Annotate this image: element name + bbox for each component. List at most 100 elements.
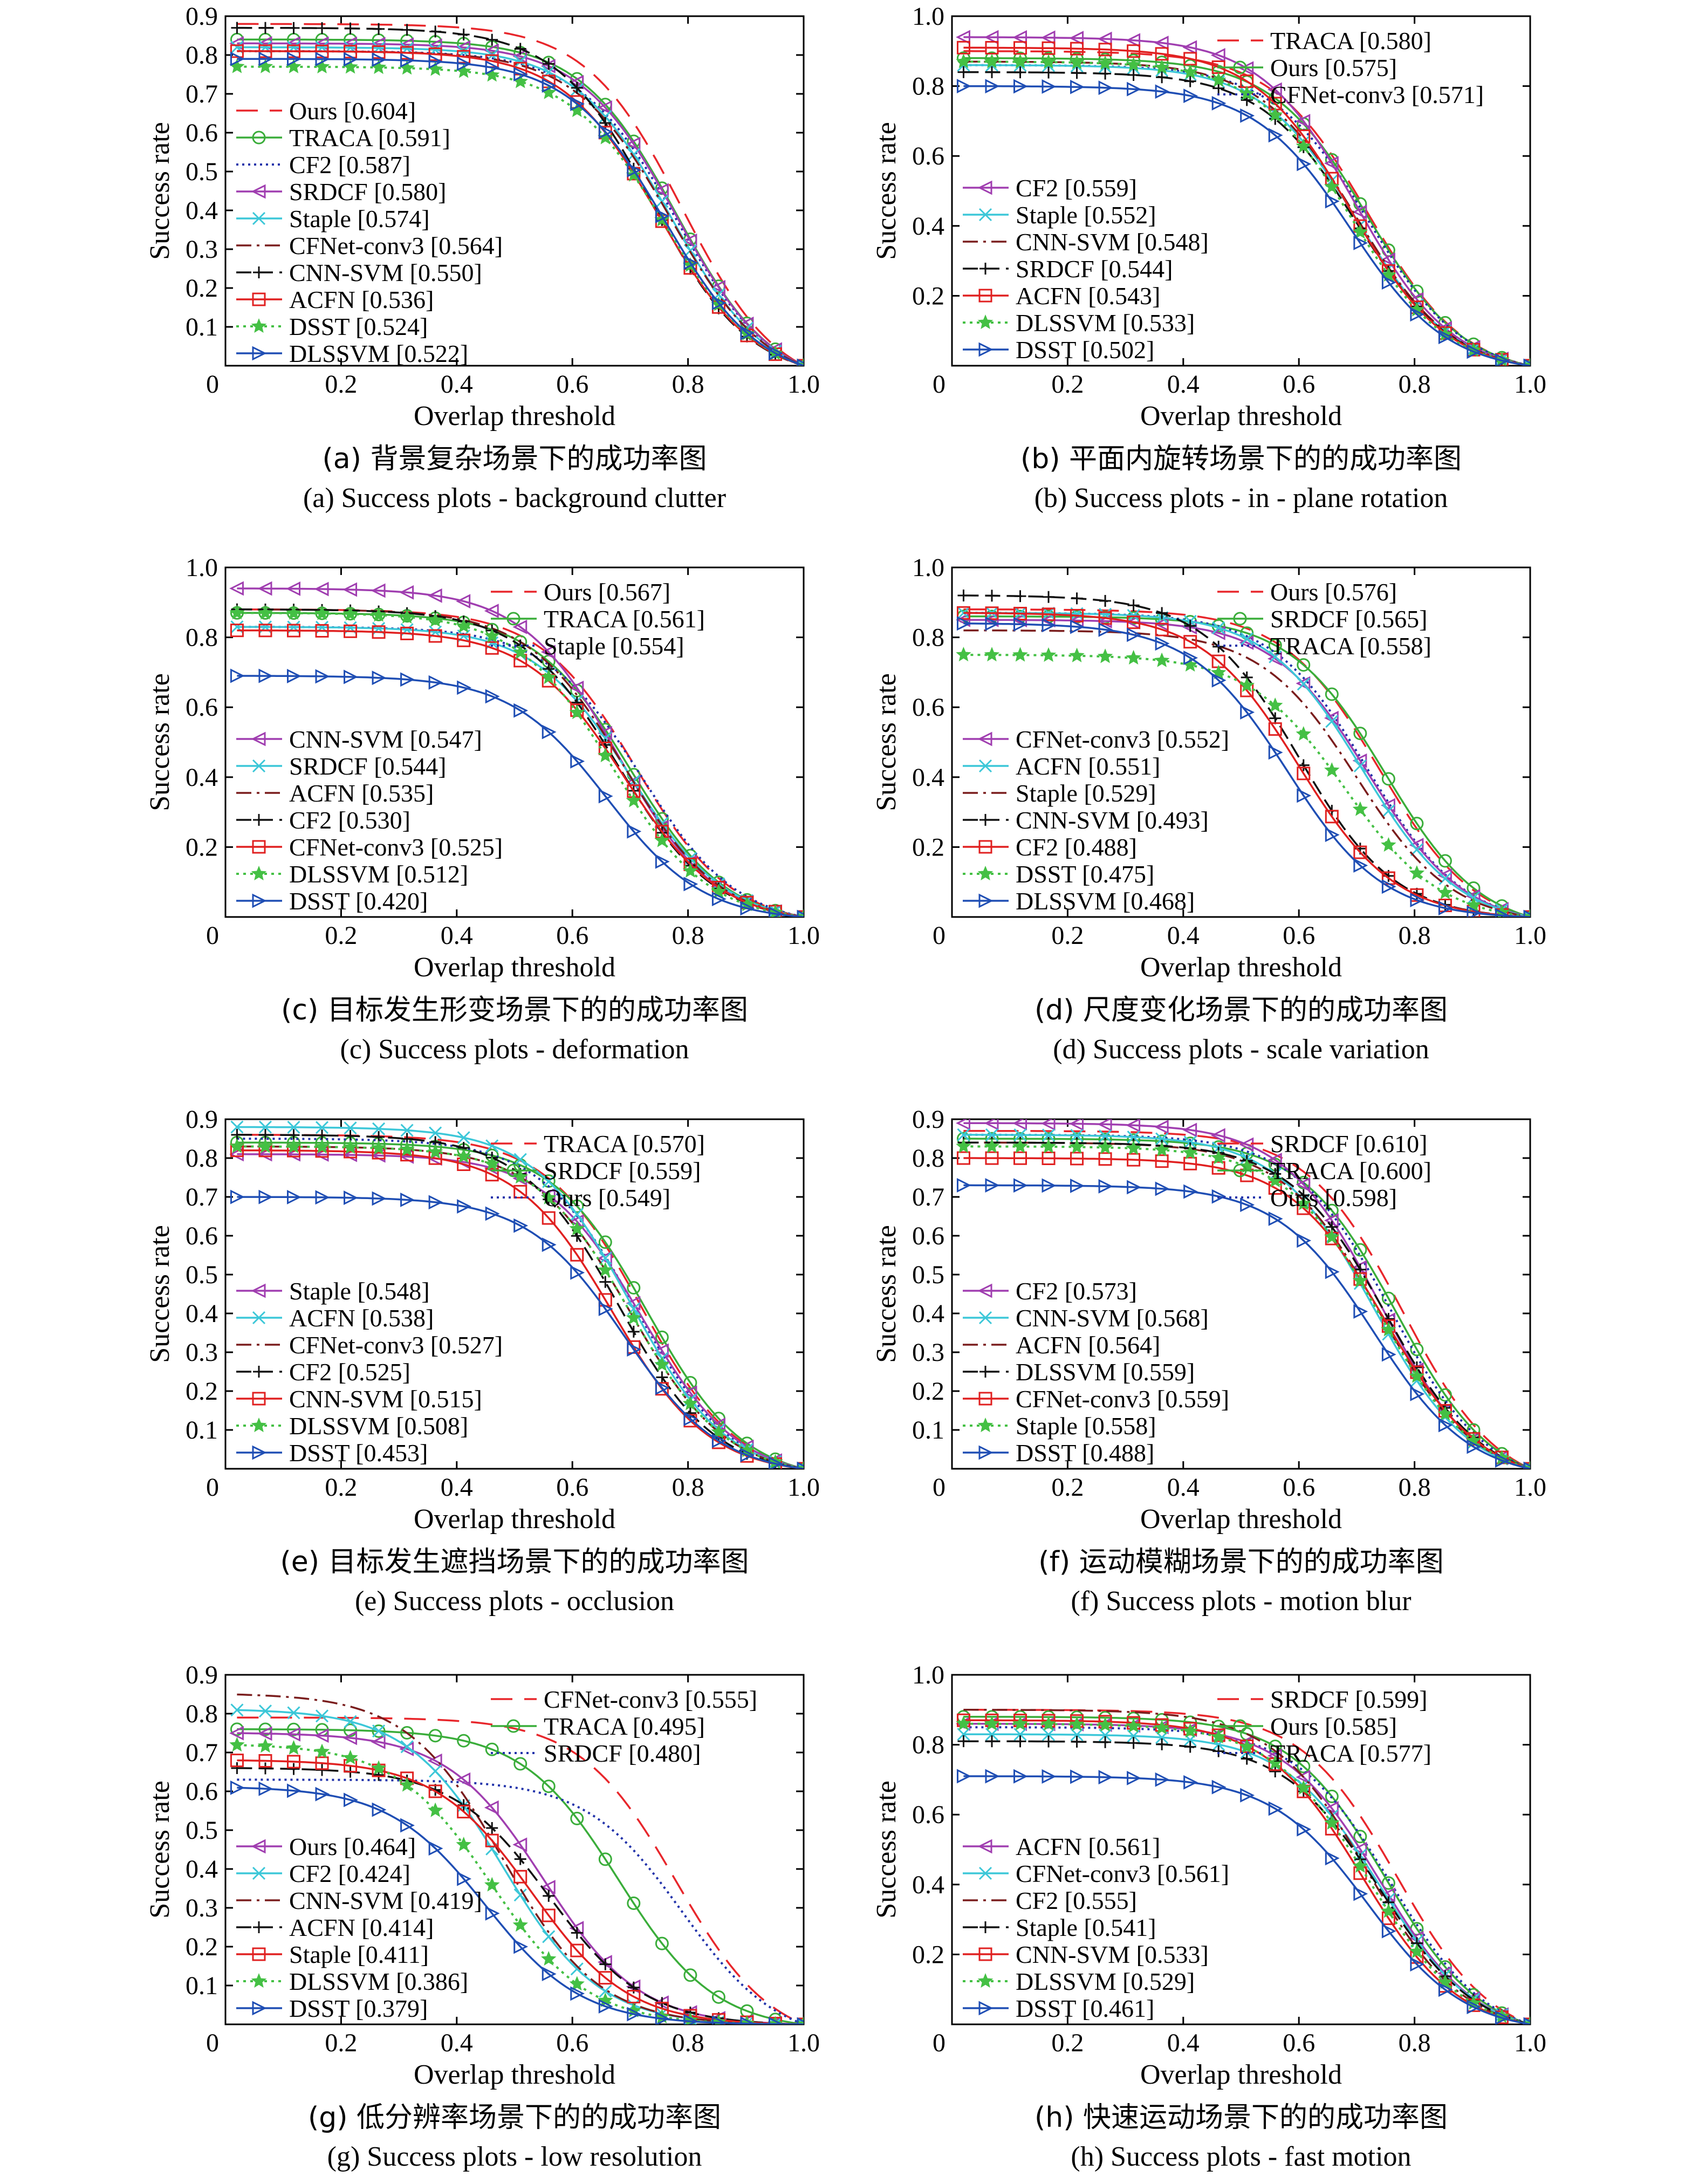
series-marker-ours [371, 1735, 386, 1749]
x-axis-label: Overlap threshold [414, 1504, 615, 1535]
series-marker-srdcf [1184, 75, 1196, 87]
series-marker-cf2 [344, 1715, 357, 1728]
series-marker-dsst [344, 1190, 358, 1206]
series-marker-cfnet-conv3 [1070, 1152, 1084, 1166]
series-marker-dsst [457, 1871, 472, 1886]
x-tick-label: 0 [206, 1473, 219, 1502]
series-marker-srdcf [1156, 71, 1168, 84]
y-tick-label: 1.0 [186, 553, 218, 582]
series-marker-staple [457, 1805, 471, 1819]
series-marker-cfnet-conv3 [956, 1151, 970, 1165]
legend-label: SRDCF [0.544] [289, 752, 446, 780]
series-marker-dsst [1240, 1788, 1255, 1803]
series-line-traca [237, 1728, 804, 2024]
series-marker-cf2 [985, 606, 999, 620]
chart-panel-3: 0 0.2 0.4 0.6 0.8 1.0 0.2 0.4 0.6 0.8 1.0 Overlap t… [145, 553, 820, 1065]
legend-entry: CFNet-conv3 [0.561] [963, 1860, 1229, 1887]
series-marker-staple [286, 1755, 300, 1769]
series-marker-acfn [1042, 606, 1056, 620]
y-tick-label: 0.4 [912, 763, 944, 792]
y-tick-label: 0.9 [186, 2, 218, 31]
series-marker-dlssvm [956, 616, 971, 631]
series-marker-acfn [513, 1153, 527, 1166]
legend-marker [251, 184, 266, 199]
series-marker-dsst [627, 824, 642, 839]
series-marker-cf2 [429, 1764, 442, 1778]
x-tick-label: 1.0 [1514, 370, 1546, 399]
series-marker-dsst [286, 1783, 302, 1798]
series-marker-dlssvm [1069, 54, 1085, 70]
legend-entry: CF2 [0.573] [963, 1277, 1137, 1305]
series-marker-ours [456, 1772, 471, 1787]
series-marker-traca [372, 1724, 386, 1738]
series-marker-staple [1409, 1368, 1425, 1383]
series-marker-acfn [543, 1889, 555, 1902]
legend-marker [978, 2001, 994, 2016]
x-tick-label: 0 [933, 2029, 946, 2057]
series-marker-dlssvm [654, 1357, 670, 1372]
series-marker-dlssvm [428, 54, 443, 69]
x-tick-label: 0.2 [1051, 1473, 1084, 1502]
series-marker-dsst [1240, 108, 1255, 123]
y-tick-label: 0.6 [186, 1777, 218, 1806]
legend-label: CNN-SVM [0.419] [289, 1887, 482, 1914]
series-marker-dlssvm [456, 1837, 471, 1852]
series-marker-dsst [985, 1178, 1000, 1193]
x-tick-label: 0.6 [556, 921, 588, 950]
legend-entry: DSST [0.524] [236, 313, 428, 340]
legend-label: CFNet-conv3 [0.525] [289, 833, 503, 861]
legend-label: SRDCF [0.610] [1270, 1130, 1427, 1158]
series-marker-dlssvm [1098, 622, 1113, 637]
legend-label: CFNet-conv3 [0.571] [1270, 81, 1484, 108]
series-marker-dsst [1098, 80, 1113, 95]
series-marker-cf2 [1154, 36, 1169, 50]
legend-label: SRDCF [0.565] [1270, 605, 1427, 633]
legend-label: Ours [0.575] [1270, 54, 1397, 81]
series-marker-srdcf [654, 183, 669, 198]
series-line-staple [963, 629, 1530, 917]
series-line-ours [963, 608, 1530, 917]
legend-label: ACFN [0.536] [289, 286, 434, 313]
x-tick-label: 0 [933, 1473, 946, 1502]
series-marker-dsst [1239, 677, 1255, 693]
series-marker-dlssvm [569, 704, 585, 720]
x-tick-label: 0.8 [672, 370, 704, 399]
series-marker-dsst [956, 1769, 971, 1784]
series-marker-dlssvm [1210, 72, 1227, 87]
legend-marker [252, 840, 266, 854]
legend-entry: SRDCF [0.599] [1217, 1686, 1427, 1713]
series-marker-dsst [1211, 96, 1227, 111]
y-axis-label: Success rate [871, 673, 902, 811]
series-marker-dlssvm [768, 346, 783, 361]
series-marker-dlssvm [371, 1140, 387, 1155]
legend-entry: ACFN [0.536] [236, 286, 434, 313]
series-marker-ours [342, 1730, 358, 1745]
series-marker-staple [956, 1138, 971, 1153]
series-marker-dsst [1127, 1771, 1141, 1785]
series-marker-srdcf [627, 1281, 641, 1295]
series-marker-staple [1043, 1735, 1055, 1748]
legend-marker [251, 866, 267, 881]
series-marker-dsst [985, 1769, 1000, 1784]
series-marker-staple [1014, 1735, 1026, 1748]
x-tick-label: 0.4 [441, 1473, 473, 1502]
series-marker-cfnet-conv3 [457, 633, 471, 647]
series-marker-dsst [1240, 1197, 1255, 1213]
series-marker-ours [512, 1837, 527, 1852]
series-marker-cnn-svm [344, 22, 357, 35]
legend-entry: TRACA [0.591] [236, 124, 450, 152]
series-marker-acfn [315, 44, 329, 58]
series-marker-staple [1154, 1142, 1170, 1157]
legend-marker [253, 266, 265, 278]
series-marker-dlssvm [1126, 1718, 1141, 1733]
series-marker-dsst [542, 1967, 557, 1982]
series-marker-ours [1381, 1876, 1395, 1890]
series-marker-dsst [1098, 1179, 1113, 1194]
series-marker-dsst [315, 1786, 330, 1802]
legend-label: TRACA [0.558] [1270, 632, 1431, 660]
series-marker-cf2 [1183, 635, 1197, 649]
series-marker-cnn-svm [1127, 1130, 1140, 1144]
series-marker-cf2 [1069, 1119, 1084, 1131]
y-tick-label: 0.1 [186, 313, 218, 341]
series-marker-traca [598, 1852, 612, 1866]
